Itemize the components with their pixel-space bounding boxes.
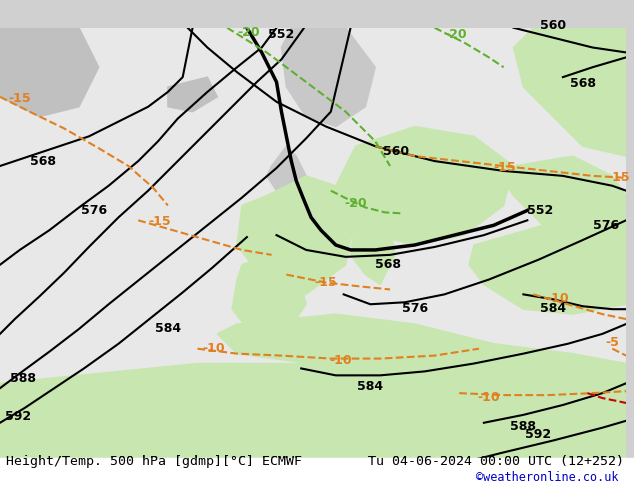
Text: -5: -5 [605,336,619,349]
Polygon shape [469,225,626,314]
Text: -15: -15 [494,161,517,174]
Text: 560: 560 [540,19,566,32]
Text: 568: 568 [375,258,401,271]
Polygon shape [217,314,626,373]
Text: -15: -15 [607,171,630,184]
Text: -10: -10 [477,391,500,404]
Polygon shape [0,364,626,462]
Polygon shape [168,77,217,112]
Text: -15: -15 [8,92,30,105]
Text: -10: -10 [547,292,569,305]
Text: 584: 584 [358,380,384,393]
Text: Tu 04-06-2024 00:00 UTC (12+252): Tu 04-06-2024 00:00 UTC (12+252) [368,455,624,468]
Text: Tu 04-06-2024 00:00 UTC (12+252): Tu 04-06-2024 00:00 UTC (12+252) [368,455,624,468]
Text: 592: 592 [5,410,31,423]
Polygon shape [503,156,626,265]
Text: 552: 552 [268,28,295,41]
Text: 592: 592 [525,428,552,441]
Text: -20: -20 [444,27,467,41]
Text: -15: -15 [148,215,171,228]
Text: 568: 568 [569,77,596,90]
Text: -20: -20 [237,25,260,39]
Polygon shape [232,255,306,334]
Text: 584: 584 [155,322,181,336]
Polygon shape [281,28,375,126]
Text: 552: 552 [527,204,553,217]
Text: 576: 576 [81,204,107,217]
Text: ©weatheronline.co.uk: ©weatheronline.co.uk [476,471,618,484]
Text: -15: -15 [314,276,337,290]
Text: -10: -10 [330,353,352,367]
Text: Height/Temp. 500 hPa [gdmp][°C] ECMWF: Height/Temp. 500 hPa [gdmp][°C] ECMWF [6,455,302,468]
Bar [0,464,626,490]
Text: 576: 576 [402,302,428,315]
Polygon shape [237,176,356,294]
Text: 588: 588 [510,420,536,433]
Polygon shape [351,205,395,285]
Text: 588: 588 [10,372,36,385]
Text: 584: 584 [540,302,566,315]
Text: -20: -20 [344,197,367,211]
Text: Height/Temp. 500 hPa [gdmp][°C] ECMWF: Height/Temp. 500 hPa [gdmp][°C] ECMWF [6,455,302,468]
Text: ©weatheronline.co.uk: ©weatheronline.co.uk [476,469,618,483]
Text: 576: 576 [593,219,619,232]
Polygon shape [0,28,99,117]
Polygon shape [514,28,626,156]
Text: 568: 568 [30,154,56,168]
Polygon shape [336,126,514,245]
Text: -10: -10 [202,342,225,355]
Text: 560: 560 [383,145,410,158]
Polygon shape [267,146,306,196]
